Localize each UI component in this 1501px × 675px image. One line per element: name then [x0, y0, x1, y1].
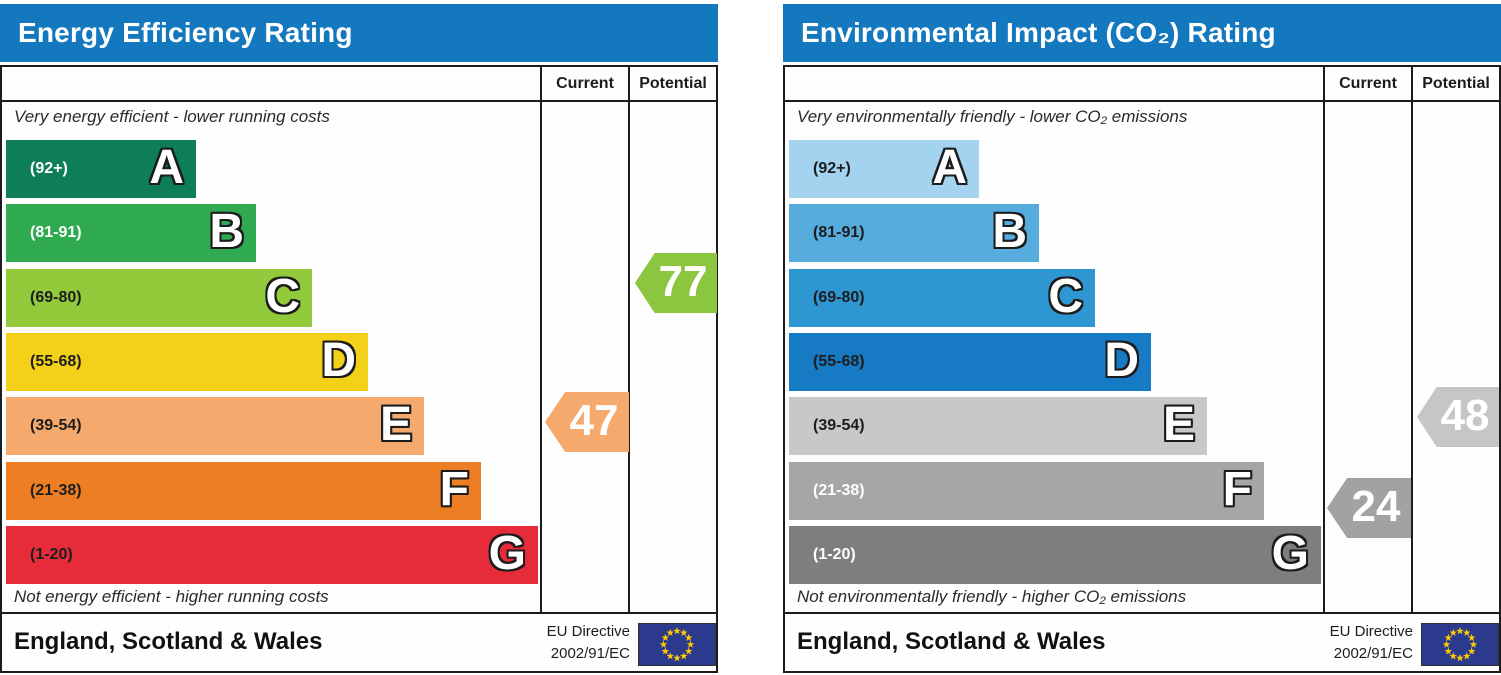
- potential-column-header: Potential: [1422, 75, 1490, 92]
- band-range: (69-80): [813, 289, 865, 306]
- band-letter: F: [1222, 463, 1252, 516]
- band-row-c: (69-80) C: [6, 269, 312, 327]
- potential-rating-arrow: 77: [635, 253, 717, 313]
- region-label: England, Scotland & Wales: [797, 628, 1106, 655]
- band-letter: A: [932, 141, 967, 194]
- eu-directive-label: EU Directive 2002/91/EC: [547, 621, 630, 664]
- band-letter: B: [209, 205, 244, 258]
- eu-flag-icon: [1421, 623, 1499, 666]
- band-row-d: (55-68) D: [6, 333, 368, 391]
- band-range: (21-38): [30, 482, 82, 499]
- band-letter: F: [439, 463, 469, 516]
- eu-directive-line1: EU Directive: [1329, 622, 1413, 640]
- environmental-chart-header: Environmental Impact (CO₂) Rating: [783, 4, 1501, 62]
- environmental-chart-footer: England, Scotland & Wales EU Directive 2…: [783, 612, 1501, 673]
- header-row-divider: [2, 100, 716, 102]
- band-range: (21-38): [813, 482, 865, 499]
- eu-directive-line2: 2002/91/EC: [1333, 644, 1413, 662]
- band-row-a: (92+) A: [6, 140, 196, 198]
- header-row-divider: [785, 100, 1499, 102]
- column-divider: [1411, 67, 1413, 612]
- eu-directive-label: EU Directive 2002/91/EC: [1330, 621, 1413, 664]
- energy-chart-title: Energy Efficiency Rating: [18, 17, 353, 48]
- band-range: (92+): [30, 160, 68, 177]
- caption-bottom: Not energy efficient - higher running co…: [14, 587, 329, 606]
- band-letter: G: [1271, 527, 1309, 580]
- current-rating-arrow: 24: [1327, 478, 1411, 538]
- energy-efficiency-chart: Energy Efficiency Rating Current Potenti…: [0, 0, 718, 675]
- band-letter: E: [379, 398, 412, 451]
- column-divider: [1323, 67, 1325, 612]
- band-range: (39-54): [30, 417, 82, 434]
- band-range: (55-68): [30, 353, 82, 370]
- band-letter: G: [488, 527, 526, 580]
- band-row-f: (21-38) F: [6, 462, 481, 520]
- caption-bottom: Not environmentally friendly - higher CO…: [797, 587, 1187, 606]
- band-letter: C: [1048, 270, 1083, 323]
- environmental-chart-table: Current Potential Very environmentally f…: [783, 65, 1501, 614]
- potential-rating-value: 77: [658, 257, 708, 306]
- potential-column-header: Potential: [639, 75, 707, 92]
- energy-chart-table: Current Potential Very energy efficient …: [0, 65, 718, 614]
- band-row-c: (69-80) C: [789, 269, 1095, 327]
- eu-directive-line2: 2002/91/EC: [550, 644, 630, 662]
- band-row-d: (55-68) D: [789, 333, 1151, 391]
- band-row-a: (92+) A: [789, 140, 979, 198]
- band-row-b: (81-91) B: [6, 204, 256, 262]
- band-row-b: (81-91) B: [789, 204, 1039, 262]
- band-letter: A: [149, 141, 184, 194]
- caption-top: Very energy efficient - lower running co…: [14, 107, 330, 126]
- band-range: (55-68): [813, 353, 865, 370]
- region-label: England, Scotland & Wales: [14, 628, 323, 655]
- band-range: (1-20): [30, 546, 73, 563]
- current-rating-value: 47: [569, 396, 619, 445]
- band-row-g: (1-20) G: [789, 526, 1321, 584]
- band-row-e: (39-54) E: [789, 397, 1207, 455]
- band-letter: B: [992, 205, 1027, 258]
- band-row-e: (39-54) E: [6, 397, 424, 455]
- current-column-header: Current: [556, 75, 614, 92]
- band-letter: D: [1104, 334, 1139, 387]
- environmental-chart-title: Environmental Impact (CO₂) Rating: [801, 17, 1276, 48]
- energy-chart-header: Energy Efficiency Rating: [0, 4, 718, 62]
- band-range: (69-80): [30, 289, 82, 306]
- band-letter: C: [265, 270, 300, 323]
- energy-chart-footer: England, Scotland & Wales EU Directive 2…: [0, 612, 718, 673]
- band-range: (92+): [813, 160, 851, 177]
- column-divider: [628, 67, 630, 612]
- eu-flag-icon: [638, 623, 716, 666]
- potential-rating-value: 48: [1440, 391, 1490, 440]
- band-row-f: (21-38) F: [789, 462, 1264, 520]
- column-divider: [540, 67, 542, 612]
- current-rating-arrow: 47: [545, 392, 629, 452]
- band-range: (81-91): [813, 224, 865, 241]
- potential-rating-arrow: 48: [1417, 387, 1499, 447]
- environmental-impact-chart: Environmental Impact (CO₂) Rating Curren…: [783, 0, 1501, 675]
- eu-directive-line1: EU Directive: [546, 622, 630, 640]
- caption-top: Very environmentally friendly - lower CO…: [797, 107, 1188, 126]
- band-range: (81-91): [30, 224, 82, 241]
- band-letter: E: [1162, 398, 1195, 451]
- band-letter: D: [321, 334, 356, 387]
- band-range: (1-20): [813, 546, 856, 563]
- band-row-g: (1-20) G: [6, 526, 538, 584]
- current-rating-value: 24: [1351, 482, 1401, 531]
- current-column-header: Current: [1339, 75, 1397, 92]
- band-range: (39-54): [813, 417, 865, 434]
